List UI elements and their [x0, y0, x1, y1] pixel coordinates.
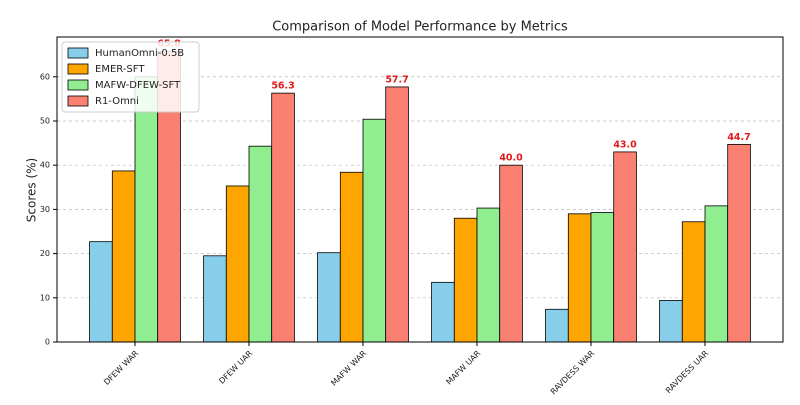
legend-swatch: [67, 47, 89, 59]
legend-label: HumanOmni-0.5B: [95, 48, 184, 59]
bar: [727, 144, 751, 343]
legend-label: EMER-SFT: [95, 64, 145, 75]
value-label: 40.0: [499, 153, 523, 164]
value-label: 56.3: [271, 81, 294, 92]
bar: [499, 164, 523, 343]
bar: [317, 252, 341, 343]
bar: [385, 86, 409, 343]
value-label: 43.0: [613, 139, 637, 150]
bar: [248, 145, 273, 343]
bar: [134, 76, 159, 343]
chart-title: Comparison of Model Performance by Metri…: [272, 20, 568, 35]
legend-label: R1-Omni: [95, 96, 139, 107]
bar: [476, 207, 501, 343]
bar: [203, 255, 227, 343]
bar: [545, 308, 569, 343]
value-label: 57.7: [385, 74, 408, 85]
legend-swatch: [67, 95, 89, 107]
bar: [111, 170, 136, 343]
bar: [659, 300, 683, 343]
bar: [431, 281, 455, 343]
y-tick-label: 20: [40, 249, 50, 258]
bar: [225, 185, 250, 343]
bar: [704, 205, 729, 343]
y-axis-label: Scores (%): [25, 158, 39, 222]
bar: [89, 241, 113, 343]
value-label: 44.7: [727, 132, 750, 143]
bar: [339, 171, 364, 343]
legend-label: MAFW-DFEW-SFT: [95, 80, 181, 91]
legend-box: [61, 41, 200, 113]
bar: [681, 221, 706, 343]
y-tick-label: 40: [40, 161, 50, 170]
y-tick-label: 60: [40, 72, 50, 81]
legend-swatch: [67, 63, 89, 75]
bar: [613, 151, 637, 343]
y-tick-label: 10: [40, 293, 50, 302]
y-tick-label: 50: [40, 116, 50, 125]
y-tick-label: 0: [45, 338, 50, 347]
y-tick-label: 30: [40, 205, 50, 214]
bar: [590, 212, 615, 343]
legend-swatch: [67, 79, 89, 91]
plot-frame: [56, 36, 784, 343]
bar: [271, 92, 295, 343]
bar: [567, 213, 592, 343]
bar: [453, 217, 478, 343]
bar: [362, 118, 387, 343]
